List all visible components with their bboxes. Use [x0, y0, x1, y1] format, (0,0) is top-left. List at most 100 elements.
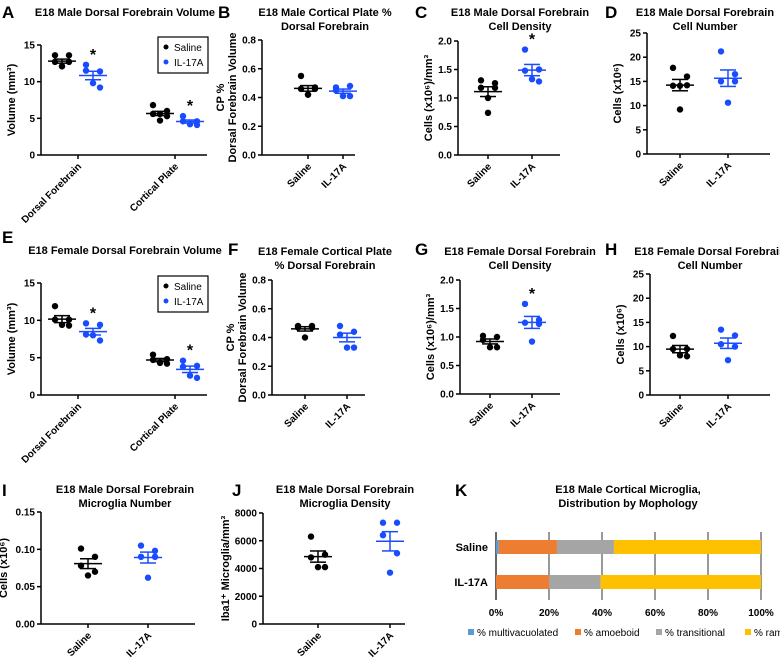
panel-letter: A: [2, 3, 14, 22]
panel-letter: E: [2, 228, 13, 247]
significance-marker: *: [90, 47, 97, 64]
bar-segment: [496, 575, 549, 589]
y-axis-label: Dorsal Forebrain Volume: [227, 33, 239, 163]
panel-k: K E18 Male Cortical Microglia, Distributio…: [454, 481, 780, 639]
panel-letter: I: [2, 481, 7, 500]
data-point: [307, 533, 315, 540]
y-tick-label: 1.5: [440, 304, 454, 315]
x-tick-label: Saline: [468, 400, 497, 429]
panel-j: J E18 Male Dorsal Forebrain Microglia Dens…: [220, 481, 414, 659]
data-point: [186, 372, 194, 379]
legend-box: [157, 275, 209, 313]
data-point: [96, 84, 104, 91]
x-tick-label: IL-17A: [125, 630, 154, 659]
y-tick-label: 0.2: [242, 122, 256, 133]
panel-c: C E18 Male Dorsal Forebrain Cell Density 0.…: [415, 3, 589, 191]
data-point: [528, 75, 536, 83]
y-axis-label: Cells (x10⁶)/mm³: [425, 293, 437, 380]
y-axis-label: Dorsal Forebrain Volume: [237, 273, 249, 403]
chart-title: E18 Female Dorsal Forebrain Volume: [28, 245, 222, 257]
legend-label: % multivacuolated: [477, 628, 558, 639]
data-point: [731, 78, 739, 85]
data-point: [307, 554, 315, 561]
data-point: [669, 332, 677, 340]
data-point: [179, 357, 187, 364]
data-point: [343, 344, 351, 351]
data-point: [683, 73, 691, 80]
data-point: [82, 61, 90, 68]
data-point: [297, 72, 305, 80]
data-point: [724, 99, 732, 106]
chart-title: % Dorsal Forebrain: [275, 260, 376, 272]
y-axis-label: Cells (x10⁶)/mm³: [423, 54, 435, 141]
x-tick-label: 0%: [489, 608, 504, 619]
data-point: [91, 568, 99, 575]
chart-title: E18 Male Dorsal Forebrain: [451, 7, 589, 19]
y-tick-label: 15: [24, 279, 36, 290]
data-point: [346, 82, 354, 90]
chart-title: E18 Male Cortical Plate %: [258, 7, 391, 19]
legend-label: Saline: [174, 282, 202, 293]
x-tick-label: IL-17A: [367, 630, 396, 659]
y-tick-label: 20: [633, 294, 645, 305]
y-tick-label: 10: [24, 77, 36, 88]
data-point: [379, 519, 387, 526]
chart-title: Microglia Number: [79, 498, 173, 510]
x-tick-label: IL-17A: [324, 401, 353, 430]
legend-swatch: [575, 629, 581, 635]
data-point: [350, 344, 358, 351]
panel-letter: J: [232, 481, 241, 500]
x-tick-label: 20%: [539, 608, 559, 619]
x-tick-label: Saline: [296, 630, 325, 659]
data-point: [65, 52, 73, 59]
chart-title: Cell Density: [489, 260, 553, 272]
y-tick-label: 2.0: [440, 276, 454, 287]
y-tick-label: 2000: [235, 592, 258, 603]
chart-title: E18 Female Dorsal Forebrain: [634, 246, 780, 258]
chart-title: E18 Male Dorsal Forebrain: [636, 7, 774, 19]
data-point: [193, 374, 201, 382]
data-point: [321, 563, 329, 571]
y-tick-label: 0.8: [252, 276, 266, 287]
significance-marker: *: [187, 98, 194, 115]
y-tick-label: 1.0: [438, 94, 452, 105]
y-tick-label: 25: [630, 29, 642, 40]
y-tick-label: 0: [29, 391, 35, 402]
chart-title: E18 Female Dorsal Forebrain: [444, 246, 596, 258]
panel-letter: F: [228, 240, 238, 259]
bar-segment: [498, 540, 557, 554]
panel-letter: H: [605, 240, 617, 259]
legend-marker: [163, 298, 169, 304]
x-tick-label: Saline: [66, 630, 95, 659]
y-tick-label: 0.5: [438, 122, 452, 133]
y-tick-label: 8000: [235, 509, 258, 520]
data-point: [137, 542, 145, 549]
data-point: [521, 46, 529, 53]
y-tick-label: 0.6: [242, 64, 256, 75]
y-tick-label: 0.5: [440, 361, 454, 372]
data-point: [51, 52, 59, 59]
y-tick-label: 0.0: [252, 391, 266, 402]
chart-title: E18 Male Dorsal Forebrain Volume: [35, 7, 215, 19]
y-tick-label: 6000: [235, 536, 258, 547]
panel-i: I E18 Male Dorsal Forebrain Microglia Numb…: [0, 481, 195, 659]
data-point: [486, 344, 494, 351]
data-point: [717, 326, 725, 333]
y-tick-label: 5: [635, 125, 641, 136]
y-axis-label: CP %: [225, 323, 237, 351]
x-tick-label: Saline: [466, 161, 495, 190]
data-point: [82, 320, 90, 327]
chart-title: Cell Density: [489, 21, 553, 33]
x-tick-label: IL-17A: [320, 161, 349, 190]
bar-segment: [496, 540, 499, 554]
panel-e: E E18 Female Dorsal Forebrain Volume 0 5 10 1…: [2, 228, 222, 466]
y-tick-label: 0.15: [16, 508, 36, 519]
x-tick-label: Cortical Plate: [128, 161, 181, 214]
legend-marker: [163, 59, 169, 65]
data-point: [717, 78, 725, 85]
x-tick-label: IL-17A: [705, 160, 734, 189]
data-point: [58, 63, 66, 70]
y-tick-label: 0.05: [16, 582, 36, 593]
bar-segment: [600, 575, 761, 589]
